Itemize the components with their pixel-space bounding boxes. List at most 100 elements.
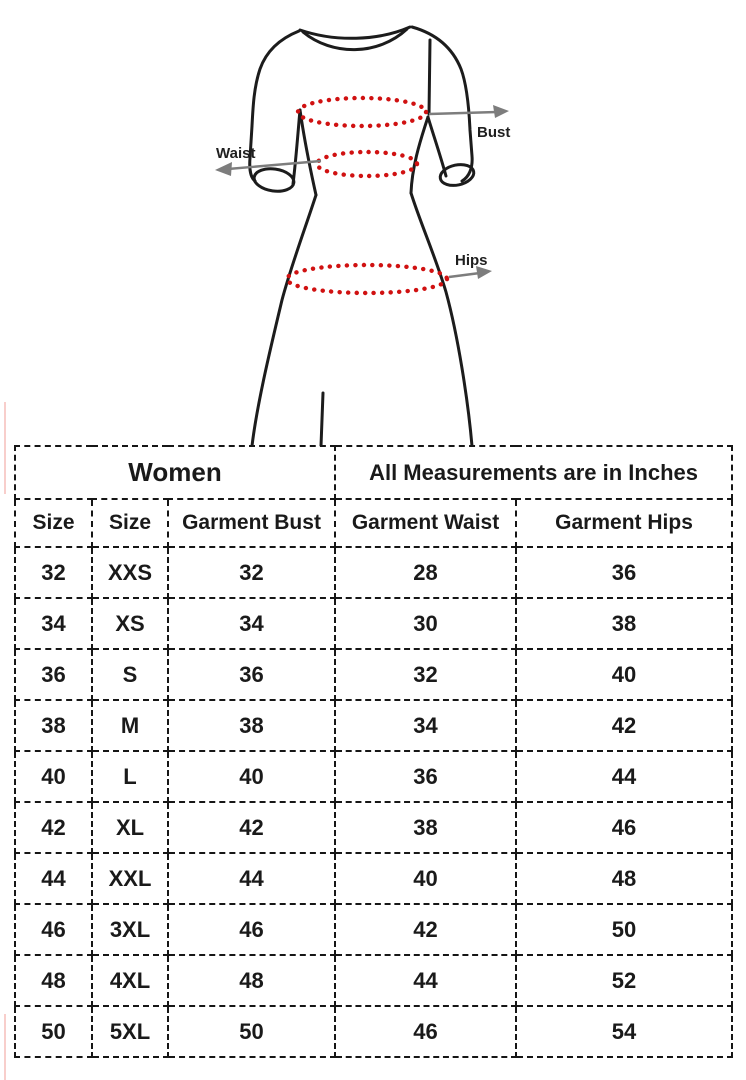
group-header-measurement-note: All Measurements are in Inches (334, 445, 734, 500)
neckline-scoop (301, 27, 409, 52)
table-cell: 44 (14, 852, 93, 905)
table-cell: 36 (14, 648, 93, 701)
skirt-right (409, 191, 474, 448)
table-cell: 38 (14, 699, 93, 752)
table-row: 50 5XL 50 46 54 (14, 1005, 734, 1058)
table-cell: 46 (14, 903, 93, 956)
table-row: 44 XXL 44 40 48 (14, 852, 734, 905)
size-chart-body: 32 XXS 32 28 36 34 XS 34 30 38 36 S 36 32 40 38 M 38 34 42 4… (14, 546, 734, 1058)
neckline-back (298, 25, 412, 40)
table-cell: 36 (334, 750, 518, 803)
table-cell: 42 (334, 903, 518, 956)
table-group-header-row: Women All Measurements are in Inches (13, 445, 734, 500)
bust-arrow (428, 110, 498, 116)
table-cell: 42 (166, 801, 337, 854)
table-cell: 54 (515, 1005, 734, 1058)
hips-measure-ellipse (284, 262, 450, 296)
table-cell: 28 (334, 546, 518, 599)
table-cell: 40 (14, 750, 93, 803)
table-cell: 32 (334, 648, 518, 701)
table-cell: 46 (334, 1005, 518, 1058)
dress-outline (248, 25, 476, 448)
waist-arrow-head-icon (215, 162, 232, 176)
table-row: 42 XL 42 38 46 (14, 801, 734, 854)
table-cell: M (91, 699, 169, 752)
page-edge-artifact (4, 402, 6, 494)
table-cell: 40 (166, 750, 337, 803)
table-row: 38 M 38 34 42 (14, 699, 734, 752)
table-cell: 32 (166, 546, 337, 599)
table-cell: 3XL (91, 903, 169, 956)
table-cell: 52 (515, 954, 734, 1007)
left-sleeve-outer (248, 29, 301, 183)
table-row: 40 L 40 36 44 (14, 750, 734, 803)
column-header-size-letter: Size (91, 498, 169, 548)
right-sleeve-cuff (438, 163, 476, 187)
column-header-garment-waist: Garment Waist (334, 498, 518, 548)
bust-label: Bust (477, 124, 510, 141)
table-cell: 44 (166, 852, 337, 905)
table-row: 48 4XL 48 44 52 (14, 954, 734, 1007)
waist-label: Waist (216, 145, 255, 162)
table-cell: 50 (166, 1005, 337, 1058)
waist-measure-ellipse (314, 149, 420, 179)
table-cell: 42 (515, 699, 734, 752)
table-row: 36 S 36 32 40 (14, 648, 734, 701)
table-cell: 34 (334, 699, 518, 752)
right-sleeve-outer (410, 25, 474, 183)
hips-arrow (448, 271, 481, 279)
table-cell: 32 (14, 546, 93, 599)
table-cell: 38 (334, 801, 518, 854)
table-cell: 40 (334, 852, 518, 905)
table-cell: 48 (515, 852, 734, 905)
table-cell: 36 (515, 546, 734, 599)
measurement-ellipses (284, 95, 450, 296)
table-row: 32 XXS 32 28 36 (14, 546, 734, 599)
table-cell: XS (91, 597, 169, 650)
table-cell: 50 (515, 903, 734, 956)
bodice-right-seam (409, 115, 430, 195)
bust-measure-ellipse (295, 95, 429, 129)
column-header-garment-bust: Garment Bust (166, 498, 337, 548)
size-chart-table: Women All Measurements are in Inches Siz… (13, 445, 734, 1058)
table-cell: 50 (14, 1005, 93, 1058)
skirt-center-slit (319, 391, 325, 448)
dress-measurement-diagram: Bust Waist Hips (215, 25, 510, 448)
bust-arrow-head-icon (493, 105, 509, 118)
table-cell: 5XL (91, 1005, 169, 1058)
table-cell: 40 (515, 648, 734, 701)
table-cell: 44 (515, 750, 734, 803)
table-row: 34 XS 34 30 38 (14, 597, 734, 650)
table-cell: 44 (334, 954, 518, 1007)
table-cell: 46 (166, 903, 337, 956)
table-cell: S (91, 648, 169, 701)
table-cell: L (91, 750, 169, 803)
column-header-size-numeric: Size (14, 498, 93, 548)
table-cell: XXL (91, 852, 169, 905)
group-header-women: Women (13, 445, 337, 500)
table-cell: XL (91, 801, 169, 854)
column-header-garment-hips: Garment Hips (515, 498, 734, 548)
bodice-left-seam (298, 108, 318, 197)
table-row: 46 3XL 46 42 50 (14, 903, 734, 956)
table-cell: 34 (14, 597, 93, 650)
table-cell: 48 (166, 954, 337, 1007)
hips-label: Hips (455, 252, 488, 269)
left-sleeve-inner (291, 108, 302, 186)
bodice-right-armhole (427, 38, 432, 116)
table-cell: 34 (166, 597, 337, 650)
table-column-header-row: Size Size Garment Bust Garment Waist Gar… (14, 498, 734, 548)
table-cell: 38 (515, 597, 734, 650)
table-cell: 48 (14, 954, 93, 1007)
table-cell: 30 (334, 597, 518, 650)
table-cell: 42 (14, 801, 93, 854)
table-cell: 46 (515, 801, 734, 854)
waist-arrow (227, 159, 322, 171)
table-cell: 38 (166, 699, 337, 752)
measurement-arrows: Bust Waist Hips (215, 105, 510, 279)
right-sleeve-inner (426, 115, 448, 178)
left-sleeve-cuff (252, 167, 296, 193)
table-cell: 4XL (91, 954, 169, 1007)
hips-arrow-head-icon (476, 266, 492, 279)
